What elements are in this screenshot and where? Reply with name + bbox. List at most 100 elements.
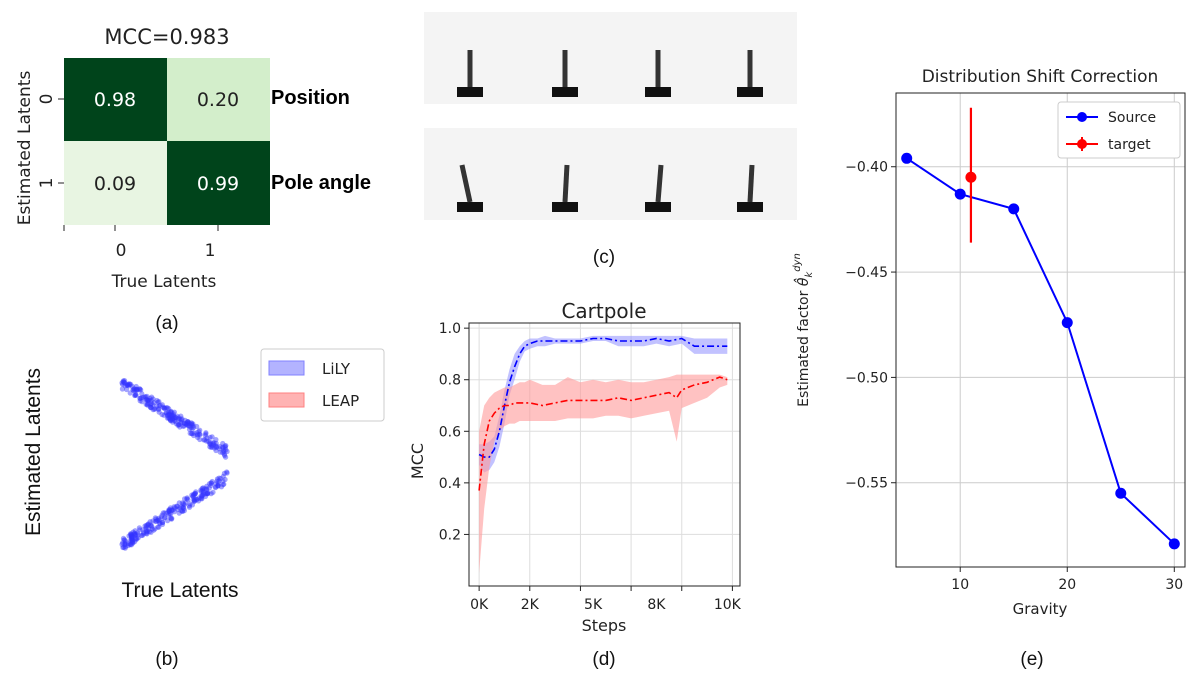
scatter-point	[198, 487, 204, 493]
scatter-point	[175, 506, 181, 513]
scatter-point	[137, 398, 143, 404]
scatter-point	[164, 415, 171, 421]
scatter-point	[185, 421, 191, 427]
scatter-point	[148, 404, 154, 411]
scatter-point	[202, 437, 208, 443]
scatter-point	[180, 501, 187, 507]
pole	[459, 164, 473, 203]
scatter-point	[178, 419, 184, 425]
scatter-point	[218, 484, 225, 490]
scatter-point	[119, 541, 125, 548]
scatter-point	[171, 504, 177, 510]
scatter-point	[200, 490, 206, 496]
scatter-point	[144, 393, 150, 399]
scatter-point	[128, 534, 134, 540]
scatter-point	[197, 431, 203, 437]
scatter-point	[181, 420, 188, 426]
scatter-point	[169, 412, 175, 418]
scatter-point	[122, 380, 128, 386]
scatter-point	[181, 423, 187, 429]
scatter-point	[143, 522, 149, 529]
scatter-point	[121, 544, 127, 550]
scatter-point	[192, 490, 198, 496]
scatter-point	[157, 520, 163, 526]
scatter-point	[177, 424, 183, 430]
scatter-point	[132, 392, 138, 398]
scatter-point	[123, 544, 129, 550]
scatter-point	[122, 378, 128, 384]
scatter-point	[161, 405, 167, 411]
scatter-point	[158, 514, 164, 520]
scatter-point	[176, 510, 182, 516]
scatter-point	[178, 417, 185, 423]
scatter-point	[199, 496, 205, 502]
cartpole-y-tick-label: 1.0	[439, 321, 461, 337]
scatter-point	[144, 397, 151, 403]
scatter-point	[189, 422, 195, 428]
scatter-point	[205, 438, 211, 444]
scatter-point	[147, 395, 153, 401]
scatter-point	[157, 521, 163, 527]
line-leap	[478, 376, 728, 491]
scatter-point	[202, 432, 208, 438]
pole	[562, 164, 570, 203]
scatter-point	[129, 537, 135, 543]
scatter-point	[156, 399, 162, 405]
scatter-point	[208, 444, 214, 450]
scatter-point	[147, 522, 153, 528]
scatter-point	[203, 430, 209, 436]
scatter-point	[137, 386, 143, 392]
scatter-point	[208, 482, 214, 488]
scatter-point	[192, 498, 198, 504]
scatter-point	[180, 508, 186, 514]
legend-marker-source	[1077, 112, 1087, 122]
scatter-point	[166, 411, 172, 417]
scatter-point	[185, 419, 191, 425]
scatter-point	[145, 397, 151, 403]
heatmap-x-tick-0: 0	[116, 241, 127, 261]
panel-d-cartpole-chart: Cartpole 0K 2K 5K 8K 10K 0.2 0.4 0.6 0.8 1.0 Step…	[408, 299, 742, 670]
scatter-point	[206, 481, 213, 487]
scatter-point	[157, 517, 163, 523]
scatter-point	[184, 496, 190, 502]
panel-b-caption: (b)	[155, 649, 178, 670]
scatter-point	[161, 405, 167, 411]
scatter-point	[137, 395, 143, 402]
scatter-point	[200, 488, 206, 494]
scatter-point	[182, 496, 188, 502]
scatter-point	[213, 484, 219, 490]
scatter-point	[178, 420, 184, 426]
shift-legend: Source target	[1057, 101, 1181, 159]
scatter-point	[224, 470, 230, 476]
frame-strip-bottom	[424, 128, 797, 220]
scatter-point	[122, 540, 128, 546]
scatter-point	[199, 485, 205, 491]
scatter-point	[173, 415, 179, 421]
scatter-point	[182, 500, 189, 506]
scatter-point	[195, 434, 201, 440]
cartpole-x-tick-label: 10K	[714, 597, 742, 613]
scatter-point	[170, 507, 176, 513]
scatter-point	[220, 478, 226, 484]
scatter-point	[196, 495, 202, 501]
scatter-point	[221, 481, 227, 487]
cartpole-bands	[479, 335, 728, 574]
scatter-point	[172, 418, 179, 425]
shift-y-tick-label: −0.40	[845, 160, 888, 176]
shift-x-tick-label: 30	[1165, 577, 1183, 593]
scatter-point	[156, 403, 162, 409]
scatter-point	[186, 426, 193, 432]
scatter-point	[128, 532, 134, 538]
cartpole-y-tick-label: 0.4	[439, 476, 461, 492]
band-leap	[479, 374, 728, 574]
panel-b-scatter: Estimated Latents True Latents LiLY LEAP…	[22, 348, 385, 670]
heatmap-y-tick-0: 0	[37, 94, 57, 105]
scatter-point	[191, 432, 197, 439]
cartpole-y-label: MCC	[408, 443, 427, 479]
scatter-point	[179, 500, 185, 506]
scatter-point	[123, 538, 129, 544]
scatter-point	[212, 485, 219, 491]
scatter-point	[144, 528, 150, 534]
scatter-point	[120, 379, 126, 385]
